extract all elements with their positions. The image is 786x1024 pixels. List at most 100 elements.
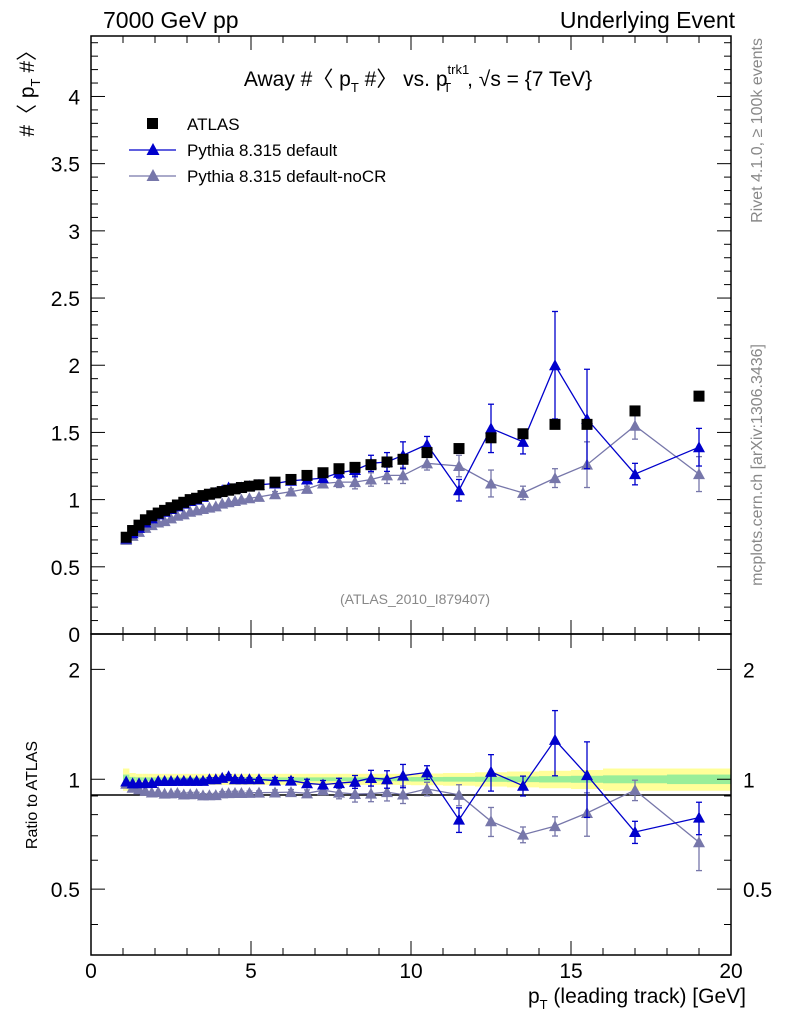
main-ticks <box>90 36 732 635</box>
ratio-band-stat <box>539 776 571 783</box>
ratio-nocr-point <box>269 786 281 798</box>
nocr-line <box>125 424 700 541</box>
atlas-point <box>203 488 215 500</box>
ratio-default-point <box>222 770 235 782</box>
y-tick-label: 3.5 <box>51 154 80 177</box>
atlas-point <box>693 390 705 402</box>
ratio-nocr-line <box>125 783 700 843</box>
legend-marker-nocr <box>146 169 160 181</box>
ratio-band-stat <box>443 776 475 782</box>
ratio-default-point <box>517 779 529 791</box>
nocr-point <box>397 469 409 481</box>
ratio-nocr-point <box>243 786 256 798</box>
ratio-band-stat <box>603 775 667 784</box>
ratio-nocr-point <box>397 788 409 800</box>
atlas-point <box>629 405 641 417</box>
header-left: 7000 GeV pp <box>103 7 239 33</box>
default-point <box>453 484 465 496</box>
ratio-panel: 0.5 0.5 1 1 2 2 Ratio to ATLAS <box>24 633 772 956</box>
y-tick-label: 0 <box>68 624 80 647</box>
ratio-y-tick-label-right: 2 <box>743 659 755 682</box>
atlas-point <box>184 494 196 506</box>
nocr-point <box>333 476 345 488</box>
atlas-point <box>317 467 329 479</box>
atlas-point <box>301 469 313 481</box>
nocr-point <box>269 488 281 500</box>
ratio-nocr-point <box>235 786 248 798</box>
default-point <box>549 359 561 371</box>
ratio-default-point <box>485 765 497 777</box>
nocr-point <box>549 472 561 484</box>
y-tick-label: 4 <box>68 86 80 109</box>
atlas-point <box>397 453 409 465</box>
atlas-point <box>549 418 561 430</box>
nocr-point <box>243 492 256 504</box>
legend-label-default: Pythia 8.315 default <box>187 141 338 160</box>
ratio-y-tick-label: 2 <box>68 659 80 682</box>
atlas-point <box>453 443 465 455</box>
x-tick-label: 10 <box>399 960 422 983</box>
ylabel-sub: T <box>28 78 43 86</box>
atlas-point <box>517 428 529 440</box>
ratio-nocr-point <box>381 786 393 798</box>
y-tick-label: 3 <box>68 221 80 244</box>
atlas-point <box>133 519 145 531</box>
title-mid: #〉 vs. p <box>359 68 448 91</box>
mcplots-label: mcplots.cern.ch [arXiv:1306.3436] <box>749 344 766 586</box>
ratio-nocr-point <box>517 828 529 840</box>
ratio-nocr-point <box>317 784 329 796</box>
ratio-default-point <box>243 773 256 785</box>
nocr-point <box>349 476 361 488</box>
main-panel: 00.511.522.533.54 Away #〈 pT #〉 vs. ptrk… <box>16 35 732 647</box>
atlas-point <box>146 510 158 522</box>
y-tick-label: 0.5 <box>51 557 80 580</box>
atlas-point <box>178 496 190 508</box>
atlas-point <box>139 514 151 526</box>
legend-marker-atlas <box>147 118 158 129</box>
atlas-point <box>159 504 171 516</box>
xlabel-post: (leading track) [GeV] <box>548 985 746 1008</box>
nocr-point <box>453 460 465 472</box>
y-tick-label: 2 <box>68 355 80 378</box>
ratio-nocr-point <box>285 786 297 798</box>
ratio-default-point <box>253 773 265 785</box>
y-tick-label: 1 <box>68 490 80 513</box>
ratio-default-point <box>581 769 593 781</box>
nocr-point <box>421 457 433 469</box>
nocr-point <box>301 482 313 494</box>
header-right: Underlying Event <box>560 7 736 33</box>
legend: ATLAS Pythia 8.315 default Pythia 8.315 … <box>129 115 386 186</box>
atlas-point <box>381 456 393 468</box>
nocr-point <box>285 485 297 497</box>
ratio-default-point <box>349 775 361 787</box>
y-axis-label: #〈 pT #〉 <box>16 40 43 137</box>
ylabel-pre: #〈 p <box>16 86 39 136</box>
nocr-point <box>693 468 705 480</box>
ratio-nocr-point <box>365 787 377 799</box>
ratio-y-tick-label: 1 <box>68 769 80 792</box>
ratio-default-point <box>693 811 705 823</box>
ratio-default-point <box>397 769 409 781</box>
atlas-point <box>421 447 433 459</box>
atlas-point <box>333 463 345 475</box>
ratio-default-point <box>317 778 329 790</box>
ratio-nocr-point <box>693 836 705 848</box>
atlas-point <box>253 479 265 491</box>
ratio-default-point <box>235 773 248 785</box>
atlas-point <box>120 531 132 543</box>
main-y-tick-labels: 0 0.5 1 1.5 2 2.5 3 3.5 4 <box>51 86 81 647</box>
nocr-point <box>517 486 529 498</box>
x-tick-label: 0 <box>85 960 97 983</box>
atlas-point <box>165 502 177 514</box>
atlas-point <box>152 507 164 519</box>
atlas-point <box>197 490 209 502</box>
ylabel-post: #〉 <box>16 40 39 79</box>
atlas-point <box>243 480 255 492</box>
ratio-band-stat <box>667 774 731 785</box>
chart-title: Away #〈 pT #〉 vs. ptrk1 T, √s = {7 TeV} <box>244 62 592 95</box>
atlas-point <box>223 484 235 496</box>
atlas-point <box>581 418 593 430</box>
ratio-default-point <box>301 777 313 789</box>
ratio-default-point <box>453 813 465 825</box>
